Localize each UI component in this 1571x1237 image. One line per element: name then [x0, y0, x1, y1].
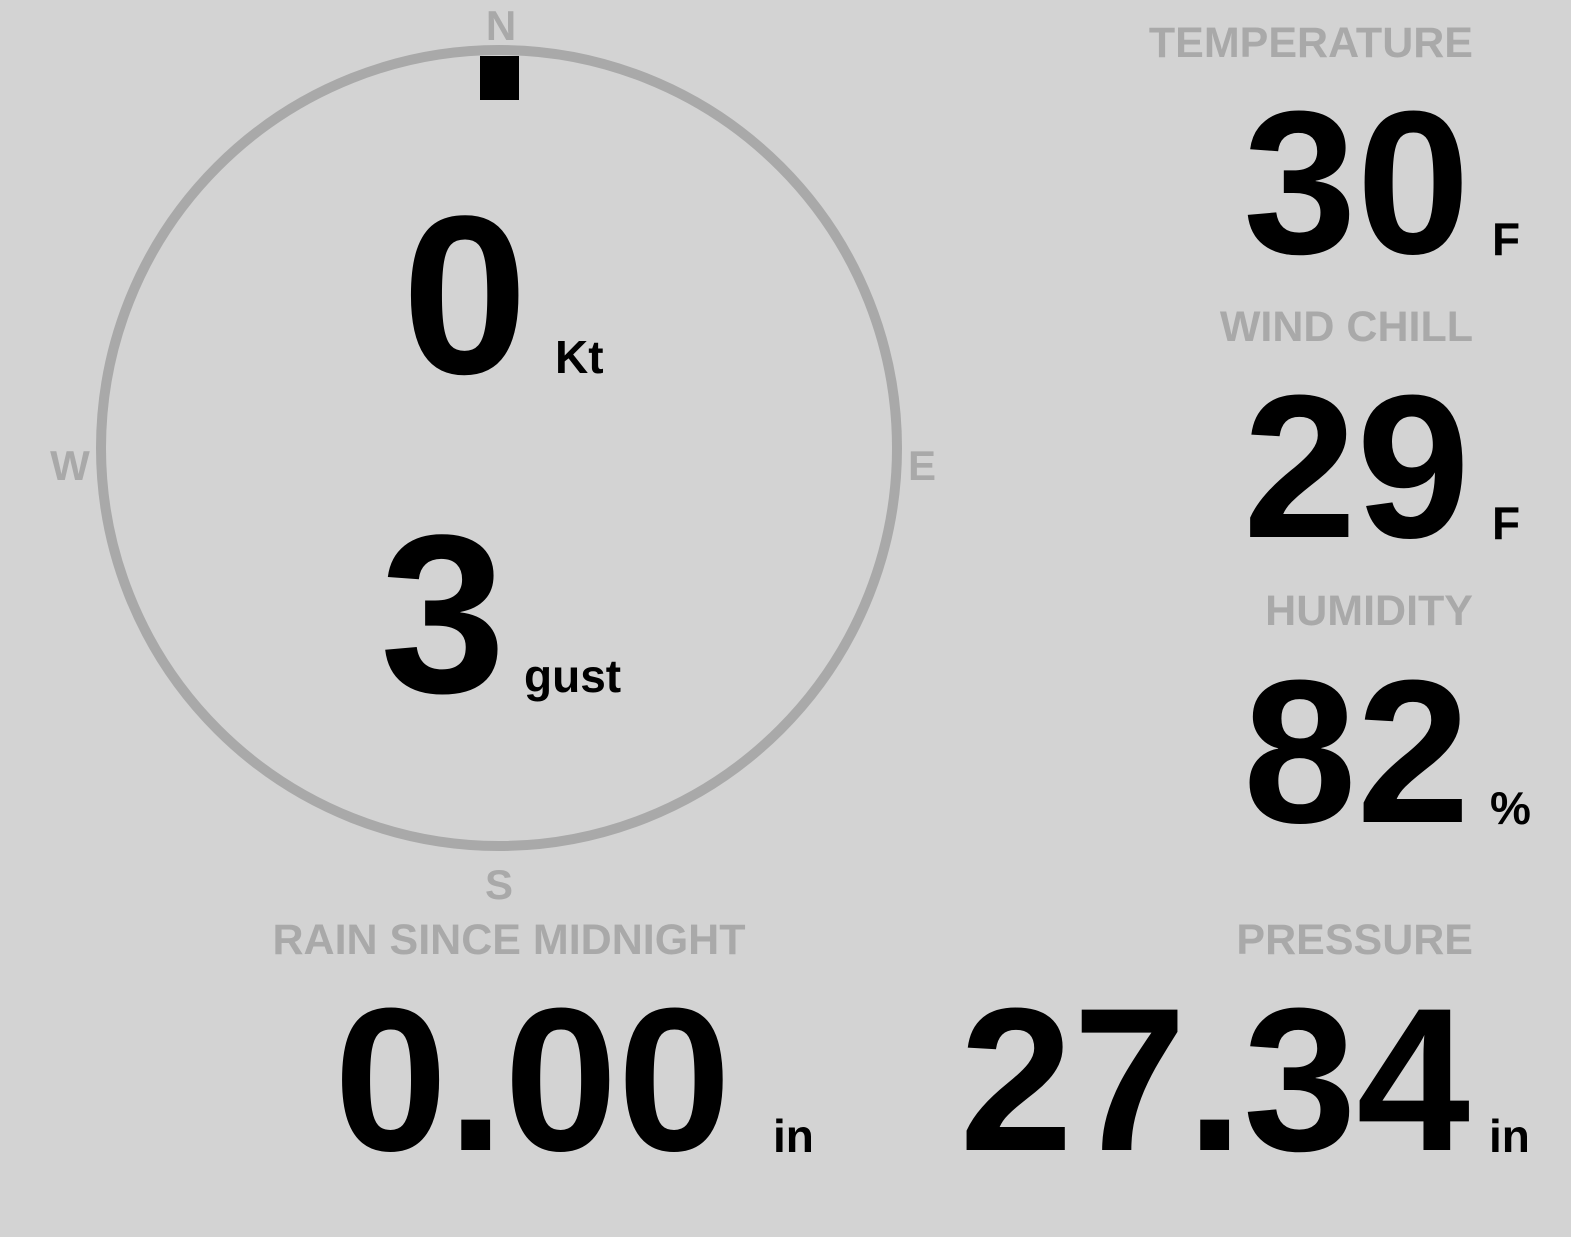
wind-chill-unit: F — [1492, 497, 1520, 549]
pressure-unit: in — [1489, 1110, 1530, 1162]
rain-panel: RAIN SINCE MIDNIGHT 0.00 in — [273, 916, 814, 1194]
compass-south-label: S — [485, 861, 513, 908]
wind-speed-unit: Kt — [555, 331, 604, 383]
rain-value: 0.00 — [334, 966, 731, 1194]
compass-north-label: N — [486, 2, 516, 49]
humidity-value: 82 — [1243, 638, 1470, 866]
wind-speed-value: 0 — [402, 168, 528, 421]
pressure-value: 27.34 — [960, 966, 1471, 1194]
compass-west-label: W — [50, 442, 90, 489]
humidity-label: HUMIDITY — [1265, 587, 1473, 635]
wind-compass: N S E W 0 Kt 3 gust — [50, 2, 936, 908]
rain-label: RAIN SINCE MIDNIGHT — [273, 916, 746, 964]
wind-chill-panel: WIND CHILL 29 F — [1220, 303, 1520, 581]
humidity-unit: % — [1490, 782, 1531, 834]
temperature-label: TEMPERATURE — [1149, 19, 1473, 67]
temperature-value: 30 — [1243, 69, 1470, 297]
compass-ring — [96, 45, 902, 851]
temperature-panel: TEMPERATURE 30 F — [1149, 19, 1520, 297]
pressure-label: PRESSURE — [1236, 916, 1473, 964]
gust-value: 3 — [380, 487, 506, 740]
temperature-unit: F — [1492, 213, 1520, 265]
compass-east-label: E — [908, 442, 936, 489]
humidity-panel: HUMIDITY 82 % — [1243, 587, 1531, 866]
wind-chill-label: WIND CHILL — [1220, 303, 1473, 351]
wind-direction-marker — [480, 56, 519, 100]
wind-chill-value: 29 — [1243, 353, 1470, 581]
gust-unit: gust — [524, 650, 621, 702]
pressure-panel: PRESSURE 27.34 in — [960, 916, 1530, 1194]
rain-unit: in — [773, 1110, 814, 1162]
